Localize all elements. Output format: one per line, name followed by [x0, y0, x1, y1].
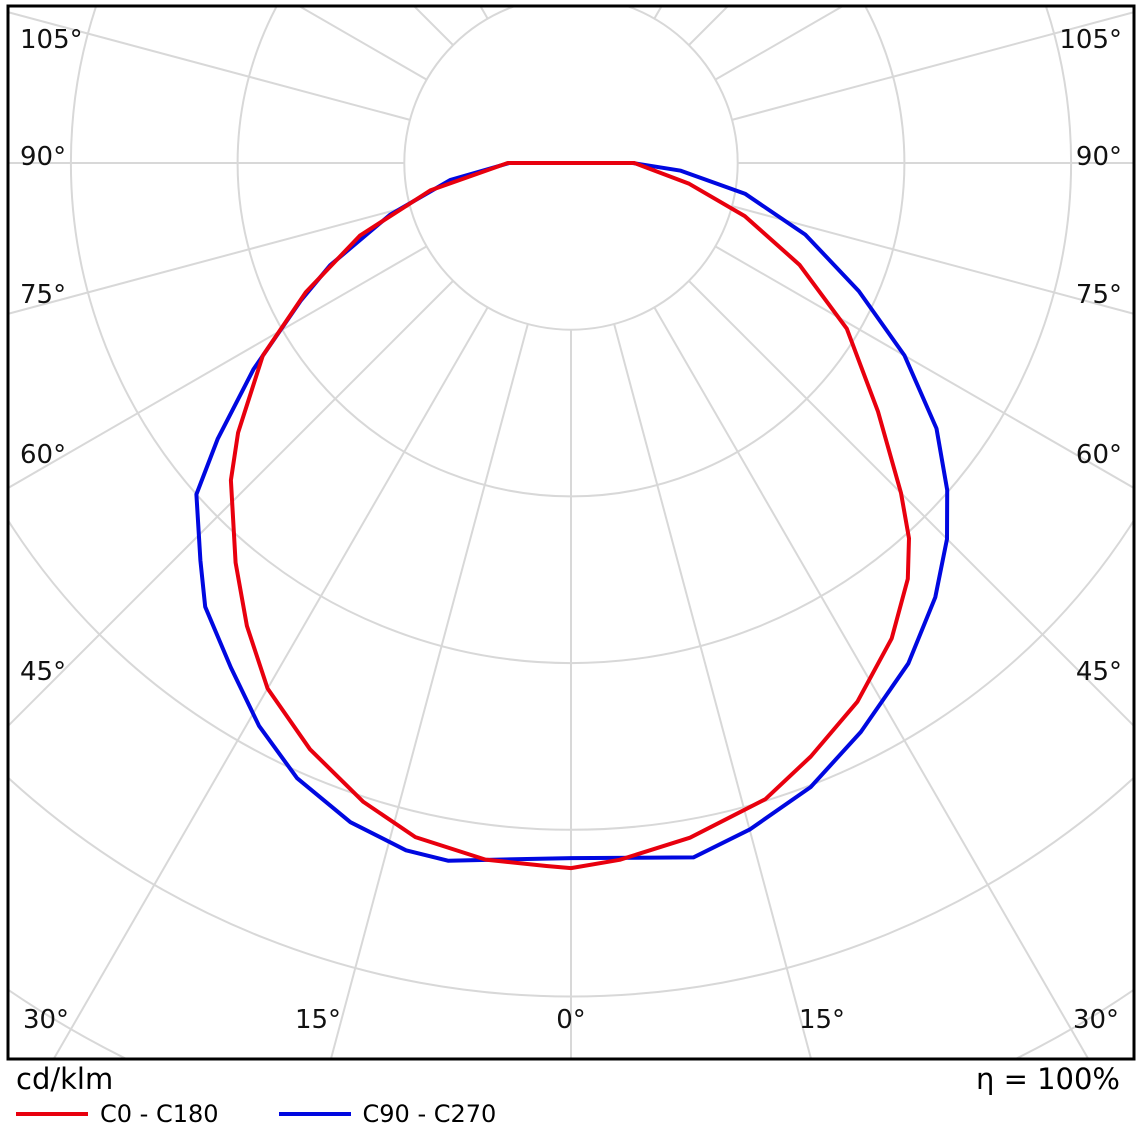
angle-label-right-0: 105° [1059, 25, 1122, 55]
angle-label-right-1: 90° [1075, 142, 1122, 172]
legend: C0 - C180 C90 - C270 [16, 1100, 496, 1128]
angle-label-bottom-2: 0° [556, 1005, 586, 1035]
legend-swatch [16, 1112, 88, 1116]
angle-label-left-2: 75° [20, 280, 67, 310]
angle-label-bottom-3: 15° [798, 1005, 846, 1035]
radial-unit-label: cd/klm [16, 1062, 114, 1096]
angle-label-bottom-0: 30° [22, 1005, 70, 1035]
legend-label: C90 - C270 [362, 1100, 497, 1128]
angle-label-bottom-4: 30° [1072, 1005, 1120, 1035]
legend-swatch [278, 1112, 351, 1116]
legend-item-c0-c180: C0 - C180 [16, 1100, 219, 1128]
angle-label-left-1: 90° [20, 142, 67, 172]
legend-label: C0 - C180 [100, 1100, 219, 1128]
angle-label-bottom-1: 15° [294, 1005, 342, 1035]
legend-item-c90-c270: C90 - C270 [278, 1100, 497, 1128]
angle-label-left-3: 60° [20, 440, 67, 470]
angle-label-right-3: 60° [1075, 440, 1122, 470]
angle-label-right-4: 45° [1075, 657, 1122, 687]
angle-label-right-2: 75° [1075, 280, 1122, 310]
efficiency-label: η = 100% [975, 1062, 1120, 1096]
angle-label-left-0: 105° [20, 25, 83, 55]
angle-label-left-4: 45° [20, 657, 67, 687]
